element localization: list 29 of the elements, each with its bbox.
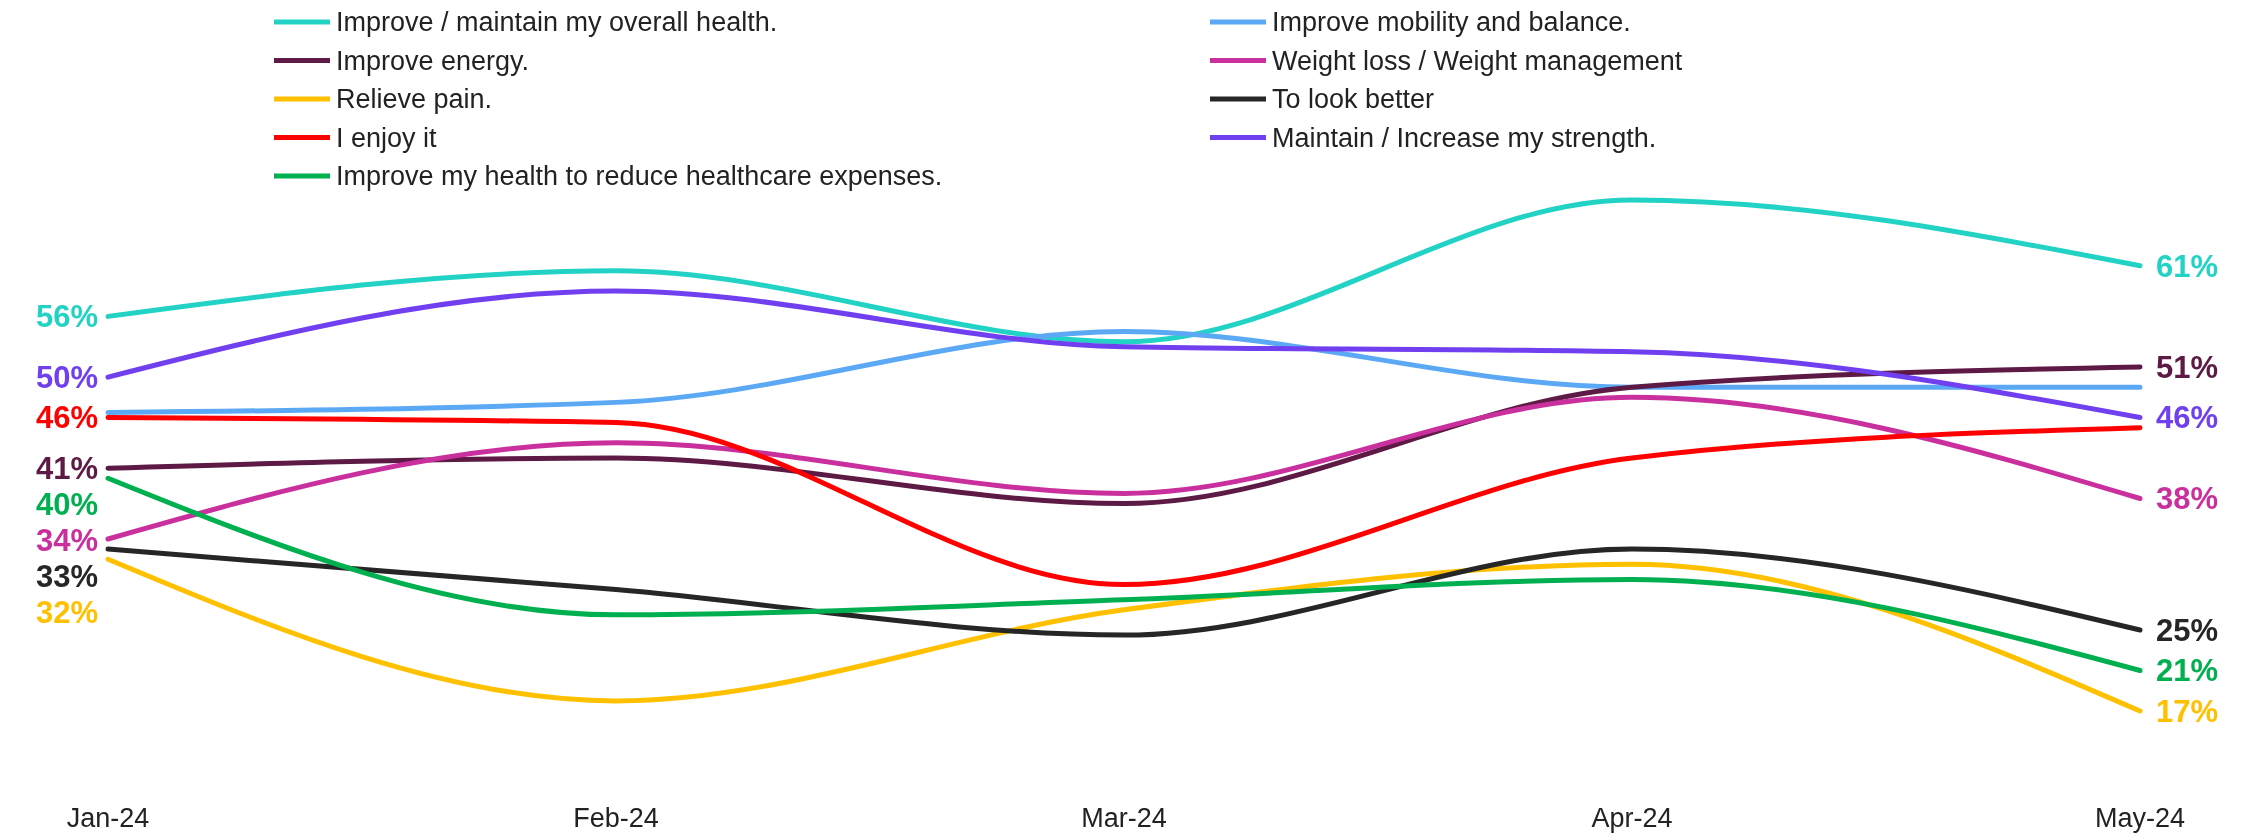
x-tick-label: Mar-24 bbox=[1081, 803, 1167, 834]
data-label: 46% bbox=[35, 400, 98, 436]
legend-label: Improve my health to reduce healthcare expenses. bbox=[336, 161, 943, 192]
data-label: 25% bbox=[2156, 612, 2219, 648]
data-label: 41% bbox=[35, 451, 98, 486]
x-tick-label: Jan-24 bbox=[66, 803, 150, 834]
data-label: 33% bbox=[35, 559, 98, 594]
data-label: 50% bbox=[35, 359, 98, 395]
data-label: 61% bbox=[2156, 248, 2219, 284]
x-tick-label: Feb-24 bbox=[573, 803, 659, 834]
legend-label: Improve / maintain my overall health. bbox=[336, 7, 778, 38]
data-label: 32% bbox=[35, 595, 98, 630]
data-label: 51% bbox=[2156, 349, 2219, 385]
x-tick-label: Apr-24 bbox=[1591, 803, 1673, 834]
data-label: 17% bbox=[2156, 693, 2219, 729]
legend-label: To look better bbox=[1272, 84, 1435, 115]
data-label: 40% bbox=[35, 487, 98, 522]
legend-label: Improve energy. bbox=[336, 45, 530, 76]
legend-label: Improve mobility and balance. bbox=[1272, 7, 1631, 38]
data-label: 38% bbox=[2156, 481, 2219, 517]
data-label: 21% bbox=[2156, 653, 2219, 689]
data-label: 34% bbox=[35, 523, 98, 558]
data-label: 46% bbox=[2156, 400, 2219, 436]
legend-label: Weight loss / Weight management bbox=[1272, 45, 1683, 76]
data-label: 56% bbox=[35, 299, 98, 335]
legend-label: Maintain / Increase my strength. bbox=[1272, 122, 1657, 153]
legend-label: I enjoy it bbox=[336, 122, 438, 153]
x-tick-label: May-24 bbox=[2094, 803, 2186, 834]
legend-label: Relieve pain. bbox=[336, 84, 493, 115]
